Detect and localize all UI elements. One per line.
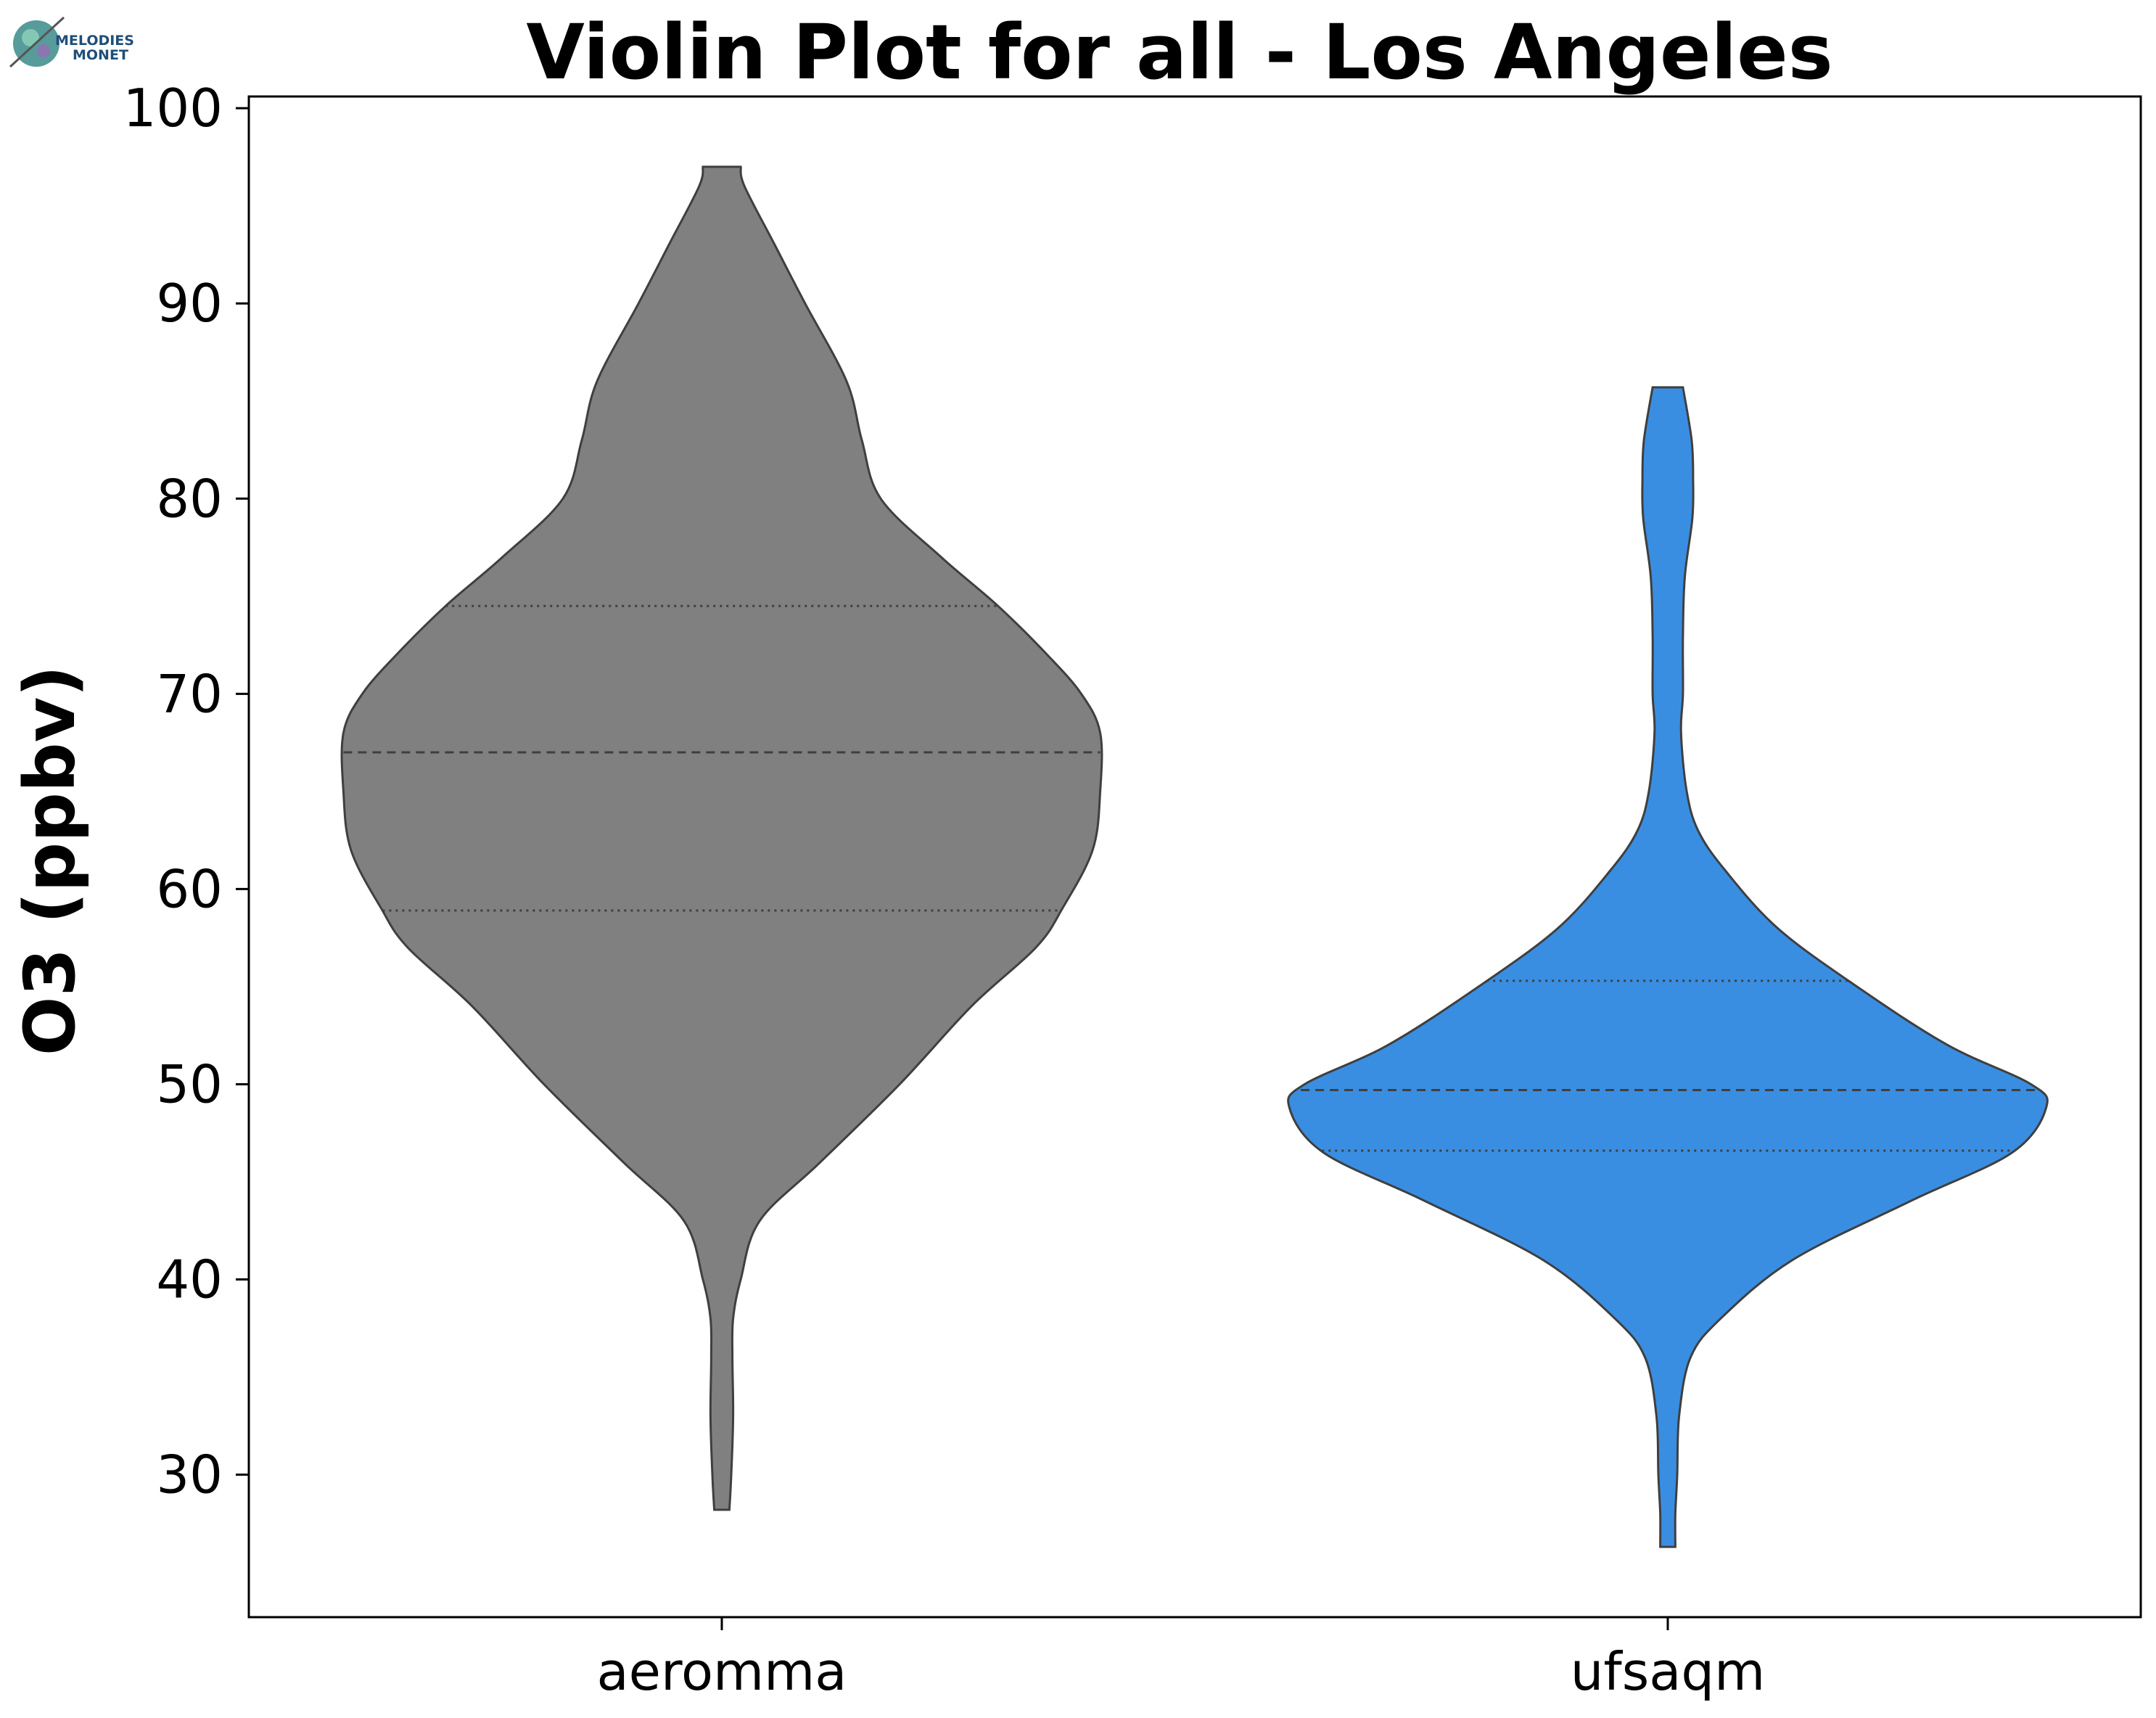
y-tick-label: 40 [156,1249,223,1310]
y-tick-label: 60 [156,858,223,919]
plot-frame [247,95,2142,1619]
y-axis-ticks: 30 40 50 60 70 80 90 100 [123,78,249,1505]
y-tick-label: 30 [156,1444,223,1505]
violin-body-ufsaqm [1287,386,2049,1548]
plot-area: 30 40 50 60 70 80 90 100 aeromma ufsaqm [123,78,2142,1702]
logo-line-2: MONET [73,47,128,63]
y-tick-label: 90 [156,273,223,334]
x-axis-ticks: aeromma ufsaqm [597,1617,1765,1702]
y-tick-label: 50 [156,1053,223,1114]
logo-line-1: MELODIES [55,33,134,49]
y-tick-label: 70 [156,663,223,724]
violin-ufsaqm [1287,386,2049,1548]
y-axis-label: O3 (ppbv) [9,665,91,1056]
x-tick-label-aeromma: aeromma [597,1641,847,1702]
x-tick-label-ufsaqm: ufsaqm [1571,1641,1765,1702]
y-tick-label: 100 [123,78,223,139]
violin-body-aeromma [340,165,1103,1511]
chart-title: Violin Plot for all - Los Angeles [526,8,1832,96]
y-tick-label: 80 [156,468,223,529]
violin-aeromma [340,165,1103,1511]
melodies-monet-logo: MELODIES MONET [9,16,134,68]
violins-group [340,165,2049,1548]
